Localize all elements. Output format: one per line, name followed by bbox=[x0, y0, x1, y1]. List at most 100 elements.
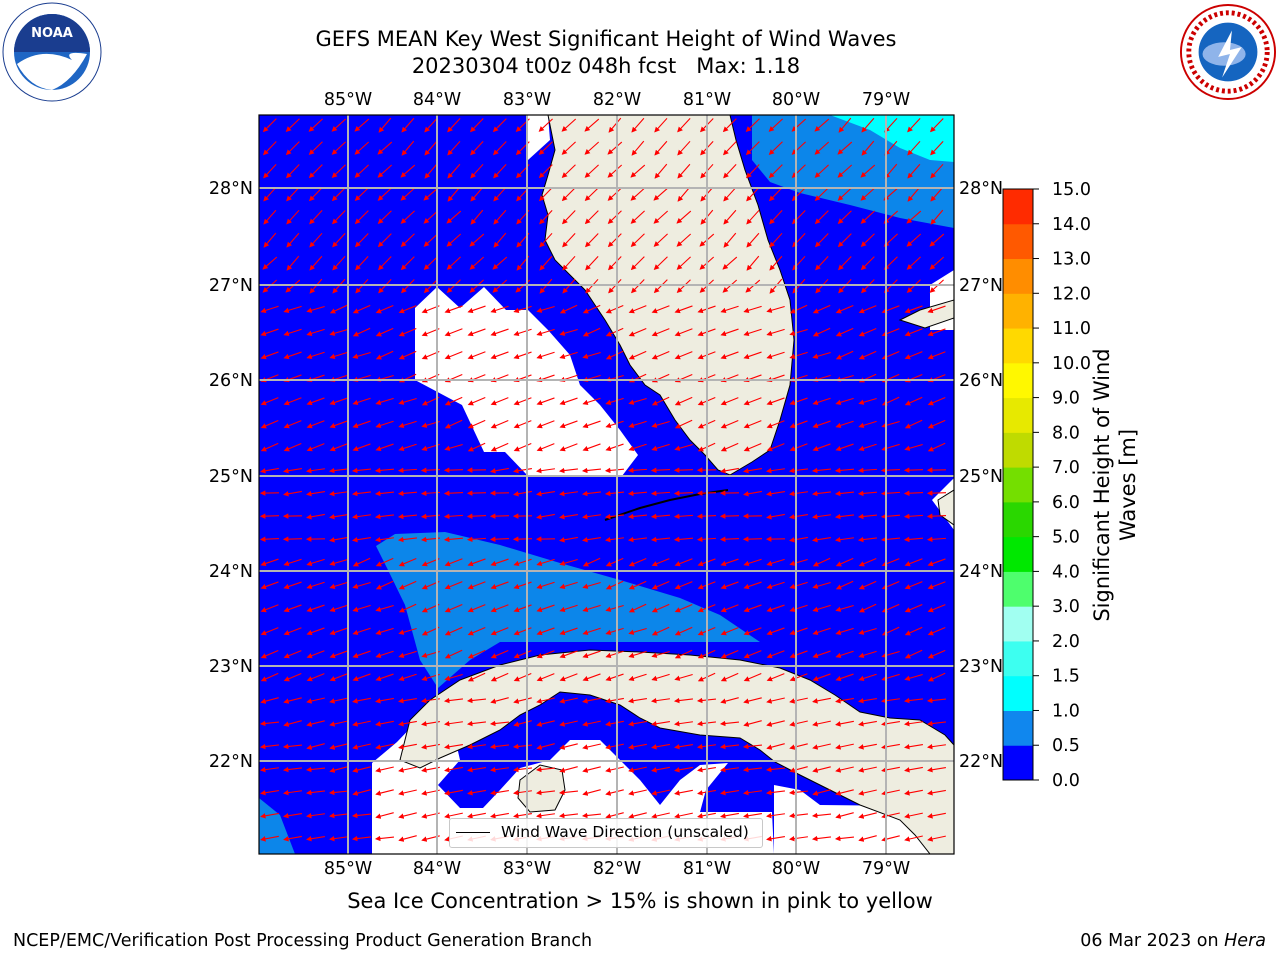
wave-direction-arrow bbox=[650, 467, 671, 473]
wave-direction-arrow bbox=[720, 419, 739, 429]
wave-direction-arrow bbox=[536, 443, 555, 452]
wave-direction-arrow bbox=[561, 141, 576, 155]
wave-direction-arrow bbox=[260, 835, 279, 842]
wave-direction-arrow bbox=[720, 812, 739, 819]
wave-direction-arrow bbox=[489, 743, 509, 750]
land-florida bbox=[541, 115, 795, 476]
wave-direction-arrow bbox=[791, 118, 807, 132]
wave-direction-arrow bbox=[907, 186, 921, 202]
wave-direction-arrow bbox=[582, 627, 601, 636]
wave-direction-arrow bbox=[860, 256, 875, 271]
wave-direction-arrow bbox=[792, 233, 806, 248]
wave-direction-arrow bbox=[283, 490, 302, 497]
wave-direction-arrow bbox=[789, 328, 808, 336]
wave-direction-arrow bbox=[286, 187, 300, 202]
lon-label-top: 85°W bbox=[324, 90, 372, 110]
wave-direction-arrow bbox=[375, 720, 394, 727]
wave-direction-arrow bbox=[673, 467, 694, 473]
wave-direction-arrow bbox=[493, 209, 507, 225]
wave-direction-arrow bbox=[654, 140, 668, 156]
wave-direction-arrow bbox=[630, 187, 646, 201]
wave-direction-arrow bbox=[766, 443, 785, 452]
wave-direction-arrow bbox=[812, 766, 831, 773]
wave-direction-arrow bbox=[397, 513, 418, 520]
wave-direction-arrow bbox=[788, 835, 808, 842]
wave-direction-arrow bbox=[835, 650, 854, 659]
wave-direction-arrow bbox=[743, 720, 762, 727]
wave-direction-arrow bbox=[904, 581, 923, 590]
wave-direction-arrow bbox=[628, 305, 647, 314]
wave-direction-arrow bbox=[375, 812, 394, 819]
wave-direction-arrow bbox=[673, 720, 693, 727]
wave-direction-arrow bbox=[789, 351, 808, 359]
wave-direction-arrow bbox=[513, 697, 532, 704]
wave-direction-arrow bbox=[814, 118, 830, 132]
wave-direction-arrow bbox=[306, 443, 325, 452]
wave-direction-arrow bbox=[628, 557, 647, 567]
wave-direction-arrow bbox=[651, 626, 670, 636]
wave-direction-arrow bbox=[860, 210, 875, 224]
wave-direction-arrow bbox=[654, 117, 668, 133]
wave-direction-arrow bbox=[605, 304, 624, 314]
wave-direction-arrow bbox=[628, 673, 647, 682]
wave-direction-arrow bbox=[283, 397, 302, 406]
wave-direction-arrow bbox=[927, 442, 946, 452]
wave-direction-arrow bbox=[743, 328, 762, 337]
wave-direction-arrow bbox=[582, 537, 601, 543]
wave-direction-arrow bbox=[582, 443, 601, 452]
wave-direction-arrow bbox=[444, 328, 463, 337]
wave-direction-arrow bbox=[719, 766, 739, 773]
wave-direction-arrow bbox=[306, 627, 325, 636]
wave-direction-arrow bbox=[582, 327, 601, 337]
wave-direction-arrow bbox=[674, 581, 693, 590]
wave-direction-arrow bbox=[628, 420, 647, 428]
lat-label-right: 23°N bbox=[959, 657, 1003, 677]
wave-direction-arrow bbox=[398, 812, 417, 819]
wave-direction-arrow bbox=[929, 118, 944, 133]
wave-direction-arrow bbox=[926, 720, 946, 727]
wave-direction-arrow bbox=[424, 140, 438, 156]
wave-direction-arrow bbox=[262, 118, 277, 133]
wave-direction-arrow bbox=[283, 351, 302, 360]
wave-direction-arrow bbox=[536, 650, 555, 659]
wave-direction-arrow bbox=[444, 626, 463, 636]
wave-direction-arrow bbox=[559, 673, 578, 682]
wave-direction-arrow bbox=[903, 697, 923, 704]
wave-direction-arrow bbox=[858, 812, 877, 819]
wave-direction-arrow bbox=[719, 513, 740, 519]
map-gridlines bbox=[259, 115, 954, 854]
wave-direction-arrow bbox=[812, 581, 831, 589]
wave-direction-arrow bbox=[283, 442, 302, 452]
wave-direction-arrow bbox=[676, 233, 692, 247]
wave-direction-arrow bbox=[354, 164, 369, 178]
wave-direction-arrow bbox=[745, 164, 760, 179]
wave-direction-arrow bbox=[263, 232, 277, 248]
wind-wave-direction-arrows bbox=[259, 117, 947, 842]
wave-direction-arrow bbox=[857, 467, 878, 474]
wave-direction-arrow bbox=[766, 351, 785, 360]
wave-direction-arrow bbox=[766, 720, 785, 727]
wave-direction-arrow bbox=[607, 164, 623, 178]
wave-direction-arrow bbox=[627, 467, 648, 474]
wave-direction-arrow bbox=[650, 513, 671, 520]
wave-direction-arrow bbox=[743, 420, 762, 429]
wave-direction-arrow bbox=[723, 232, 737, 248]
wave-direction-arrow bbox=[259, 766, 279, 773]
wave-direction-arrow bbox=[329, 420, 348, 429]
wave-direction-arrow bbox=[490, 442, 509, 452]
wave-direction-arrow bbox=[305, 766, 326, 773]
wave-direction-arrow bbox=[283, 305, 302, 313]
wave-direction-arrow bbox=[789, 397, 808, 406]
wave-direction-arrow bbox=[907, 163, 921, 179]
wave-direction-arrow bbox=[906, 210, 922, 224]
wave-direction-arrow bbox=[401, 117, 415, 133]
wave-direction-arrow bbox=[562, 255, 576, 271]
wave-direction-arrow bbox=[651, 673, 670, 681]
lat-label-left: 28°N bbox=[209, 179, 253, 199]
wave-direction-arrow bbox=[582, 304, 601, 314]
wave-direction-arrow bbox=[906, 233, 922, 247]
wave-direction-arrow bbox=[354, 233, 369, 248]
wave-direction-arrow bbox=[423, 187, 439, 201]
wave-direction-arrow bbox=[400, 164, 416, 178]
